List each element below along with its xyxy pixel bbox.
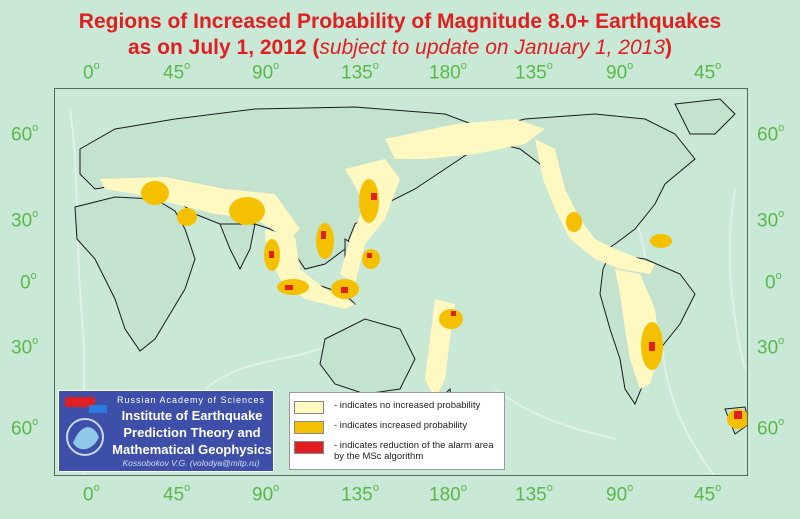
lon-label-bottom: 45o	[694, 482, 722, 506]
zone-taiwan	[316, 223, 334, 259]
lon-label-bottom: 90o	[252, 482, 280, 506]
title-update-note: subject to update on January 1, 2013	[319, 36, 666, 59]
lon-label-bottom: 135o	[515, 482, 553, 506]
lon-label-top: 180o	[429, 60, 467, 84]
lat-label-left: 0o	[20, 270, 37, 294]
map-legend: - indicates no increased probability - i…	[289, 392, 505, 470]
lat-label-left: 30o	[11, 335, 39, 359]
legend-text: - indicates increased probability	[334, 420, 468, 431]
msc-taiwan	[321, 231, 326, 239]
zone-japan	[359, 179, 379, 223]
map-title-line-2: as on July 1, 2012 (subject to update on…	[0, 36, 800, 60]
lon-label-bottom: 180o	[429, 482, 467, 506]
institute-name: Institute of Earthquake Prediction Theor…	[112, 408, 272, 457]
zone-mexico	[566, 212, 582, 232]
zone-tibet	[229, 197, 265, 225]
zone-makran	[177, 208, 197, 226]
title-paren-open: (	[306, 36, 320, 59]
lon-label-bottom: 90o	[606, 482, 634, 506]
msc-chile	[649, 342, 655, 351]
lat-label-left: 60o	[11, 122, 39, 146]
institute-emblem-icon	[65, 397, 107, 456]
lon-label-top: 45o	[694, 60, 722, 84]
lon-label-top: 90o	[252, 60, 280, 84]
africa	[74, 196, 196, 352]
zone-turkey-iran	[141, 181, 169, 205]
msc-andaman	[269, 251, 274, 258]
msc-japan	[371, 193, 377, 200]
institute-logo-panel: Russian Academy of Sciences Institute of…	[58, 390, 274, 472]
zones-msc-reduced	[269, 193, 742, 419]
lat-label-right: 0o	[765, 270, 782, 294]
msc-banda	[341, 287, 348, 293]
legend-swatch-orange	[294, 421, 324, 434]
legend-text: - indicates reduction of the alarm area …	[334, 440, 494, 462]
msc-marianas	[367, 253, 372, 258]
lon-label-top: 90o	[606, 60, 634, 84]
lon-label-bottom: 135o	[341, 482, 379, 506]
lon-label-top: 135o	[515, 60, 553, 84]
zone-caribbean	[650, 234, 672, 248]
lon-label-top: 135o	[341, 60, 379, 84]
lat-label-right: 30o	[757, 208, 785, 232]
legend-swatch-red	[294, 441, 324, 454]
msc-south-sandwich	[734, 411, 742, 419]
map-title-line-1: Regions of Increased Probability of Magn…	[78, 10, 722, 33]
lat-label-left: 60o	[11, 416, 39, 440]
title-date: as on July 1, 2012	[127, 36, 307, 59]
title-paren-close: )	[665, 36, 673, 59]
zone-aleutian	[385, 119, 545, 159]
zone-americas-west	[535, 139, 655, 274]
lon-label-top: 45o	[163, 60, 191, 84]
lon-label-top: 0o	[83, 60, 100, 84]
greenland	[674, 98, 736, 135]
msc-sumatra	[285, 285, 293, 290]
zone-marianas	[362, 249, 380, 269]
legend-text: - indicates no increased probability	[334, 400, 481, 411]
zone-tonga	[439, 309, 463, 329]
msc-tonga	[451, 311, 456, 316]
legend-swatch-pale-yellow	[294, 401, 324, 414]
lat-label-right: 60o	[757, 122, 785, 146]
academy-name: Russian Academy of Sciences	[117, 395, 266, 405]
lon-label-bottom: 0o	[83, 482, 100, 506]
australia	[319, 318, 416, 395]
lat-label-left: 30o	[11, 208, 39, 232]
lon-label-bottom: 45o	[163, 482, 191, 506]
author-credit: Kossobokov V.G. (volodya@mitp.ru)	[122, 458, 260, 468]
lat-label-right: 60o	[757, 416, 785, 440]
lat-label-right: 30o	[757, 335, 785, 359]
zone-sunda	[265, 229, 355, 309]
